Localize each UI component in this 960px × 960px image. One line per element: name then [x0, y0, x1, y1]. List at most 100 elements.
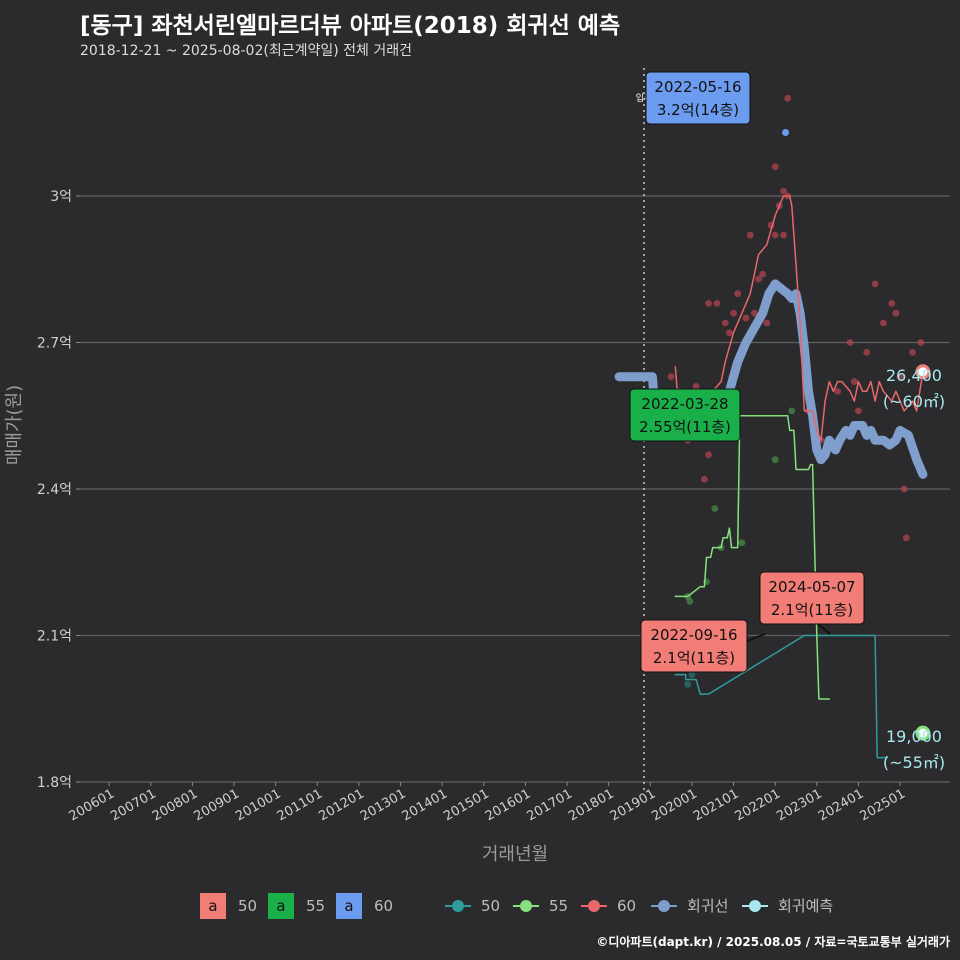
source-caption: ©디아파트(dapt.kr) / 2025.08.05 / 자료=국토교통부 실… — [596, 935, 950, 949]
scatter-point — [888, 300, 896, 307]
scatter-point — [701, 475, 708, 483]
scatter-point — [846, 339, 854, 346]
scatter-point — [742, 314, 750, 322]
annotation-date: 2024-05-07 — [768, 578, 855, 596]
end-point-marker — [915, 725, 931, 741]
annotation-value: 2.55억(11층) — [639, 418, 731, 436]
y-tick-label: 2.4억 — [37, 482, 72, 498]
x-tick-label: 201501 — [441, 786, 491, 824]
scatter-point — [892, 309, 900, 317]
legend-label: 55 — [306, 897, 325, 915]
scatter-point — [834, 387, 842, 395]
scatter-point — [771, 456, 779, 464]
scatter-point — [730, 309, 737, 317]
scatter-point — [771, 163, 779, 171]
scatter-point — [686, 597, 694, 605]
annotation-date: 2022-05-16 — [654, 78, 741, 96]
legend-dot — [452, 900, 464, 912]
end-point-value: 26,400 — [886, 366, 942, 385]
x-tick-label: 201701 — [525, 786, 575, 824]
scatter-point — [863, 348, 871, 356]
y-axis-title: 매매가(원) — [4, 385, 25, 465]
y-tick-label: 3억 — [50, 189, 72, 205]
scatter-point — [871, 280, 879, 288]
x-tick-label: 201101 — [275, 786, 325, 824]
scatter-point — [784, 94, 792, 102]
end-point-value: 19,000 — [886, 727, 942, 746]
x-tick-label: 201901 — [608, 786, 658, 824]
legend-swatch-letter: a — [276, 897, 285, 915]
scatter-point — [755, 275, 762, 283]
scatter-point — [763, 319, 771, 327]
x-tick-label: 201401 — [400, 786, 450, 824]
scatter-point — [705, 451, 712, 459]
annotation-date: 2022-03-28 — [641, 395, 728, 413]
legend-swatch — [336, 893, 362, 919]
end-point-labels: 26,400 (~60㎡) 19,000 (~55㎡) — [883, 364, 945, 772]
legend-dot — [658, 900, 670, 912]
annotation-leader — [746, 633, 766, 642]
series-line — [674, 415, 831, 700]
legend-swatch — [200, 893, 226, 919]
scatter-point — [705, 300, 712, 307]
legend-dot — [749, 900, 761, 912]
scatter-point — [771, 231, 779, 239]
chart-title: [동구] 좌천서린엘마르더뷰 아파트(2018) 회귀선 예측 — [80, 13, 621, 39]
scatter-point — [746, 231, 754, 239]
x-tick-label: 202501 — [858, 786, 908, 824]
legend-label: 55 — [549, 897, 568, 915]
scatter-point — [780, 231, 787, 239]
scatter-point — [684, 680, 692, 688]
annotation-leader — [817, 623, 831, 635]
x-axis-title: 거래년월 — [482, 844, 548, 865]
legend-swatch-letter: a — [344, 897, 353, 915]
x-tick-label: 201601 — [483, 786, 533, 824]
annotation-value: 2.1억(11층) — [653, 649, 735, 667]
legend-swatch — [268, 893, 294, 919]
annotation-date: 2022-09-16 — [650, 626, 737, 644]
series-lines — [614, 195, 928, 759]
scatter-point — [900, 485, 908, 493]
x-tick-label: 200801 — [150, 786, 200, 824]
annotation-box — [645, 71, 751, 125]
chart-subtitle: 2018-12-21 ~ 2025-08-02(최근계약일) 전체 거래건 — [80, 43, 412, 59]
x-tick-label: 202201 — [733, 786, 783, 824]
scatter-point — [879, 319, 887, 327]
scatter-point — [667, 373, 675, 381]
scatter-point — [759, 270, 767, 278]
x-tick-label: 201201 — [316, 786, 366, 824]
x-tick-label: 201001 — [233, 786, 283, 824]
legend-label: 회귀예측 — [778, 897, 833, 915]
annotation-value: 2.1억(11층) — [771, 601, 853, 619]
scatter-point — [855, 407, 862, 415]
annotation-marker — [782, 129, 790, 137]
scatter-point — [688, 671, 696, 678]
annotations: 2022-05-16 3.2억(14층) 2022-03-28 2.55억(11층) 2… — [629, 71, 865, 673]
grid-lines — [80, 195, 950, 783]
legend-dot — [588, 900, 600, 912]
legend-label: 60 — [374, 897, 393, 915]
legend-label: 50 — [481, 897, 500, 915]
x-tick-label: 200701 — [108, 786, 158, 824]
x-tick-label: 202101 — [691, 786, 741, 824]
y-tick-label: 2.1억 — [37, 629, 72, 645]
x-tick-label: 201801 — [566, 786, 616, 824]
y-tick-label: 1.8억 — [37, 775, 72, 791]
legend-label: 50 — [238, 897, 257, 915]
legend: a 50 a 55 a 60 50 55 60 회귀선 회귀예측 — [200, 893, 833, 919]
scatter-point — [909, 348, 916, 356]
end-point-area: (~55㎡) — [883, 753, 945, 772]
scatter-point — [738, 539, 746, 547]
x-tick-label: 202401 — [816, 786, 866, 824]
legend-dot — [520, 900, 532, 912]
scatter-point — [917, 339, 925, 346]
scatter-point — [780, 187, 787, 195]
annotation-box — [629, 388, 741, 442]
scatter-point — [788, 407, 796, 415]
annotation-box — [759, 571, 865, 625]
x-tick-label: 201301 — [358, 786, 408, 824]
x-tick-label: 202001 — [649, 786, 699, 824]
legend-label: 회귀선 — [687, 897, 728, 915]
scatter-point — [692, 383, 700, 390]
end-point-marker — [915, 364, 931, 380]
